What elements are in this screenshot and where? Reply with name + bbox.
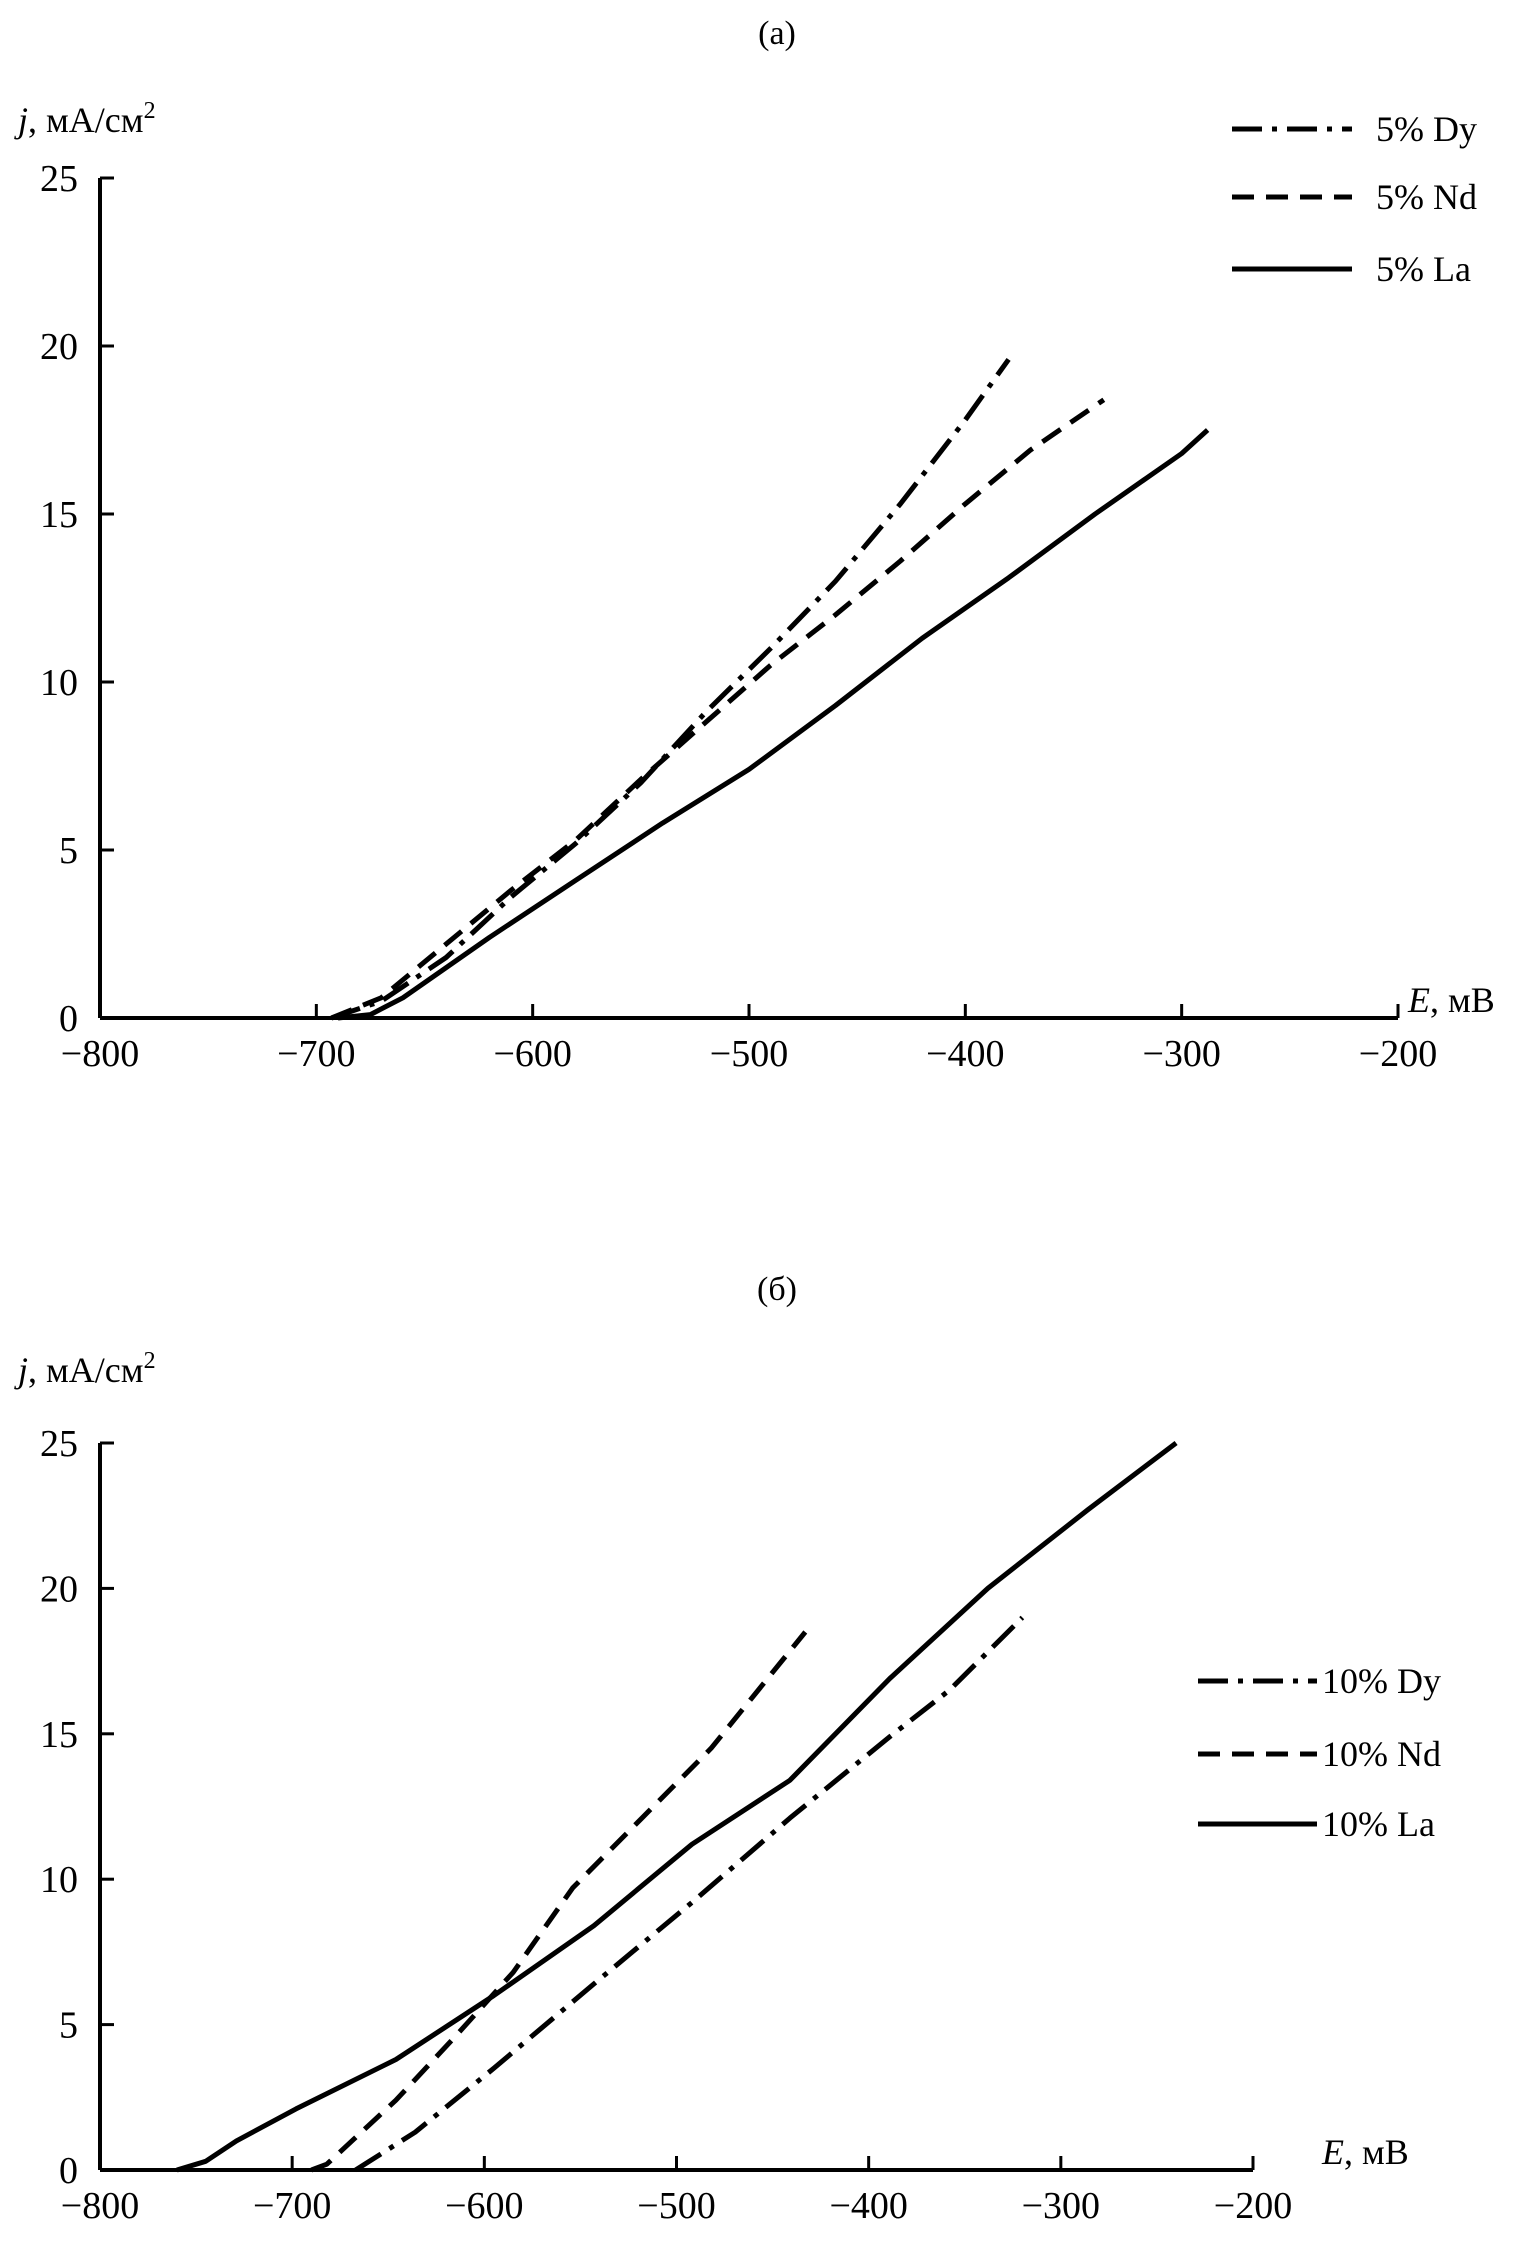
x-axis-label-symbol: E [1407, 980, 1430, 1020]
legend-label: 5% La [1376, 249, 1471, 289]
chart-title: (a) [758, 15, 796, 52]
y-tick-label: 25 [40, 158, 78, 200]
x-axis-label: E, мВ [1407, 980, 1495, 1020]
chart-a: (a) −800 −700 −600 −500 −400 −300 −200 0 5 10 15 20 2… [14, 15, 1495, 1075]
y-axis-label-unit: , мА/см [28, 1350, 144, 1390]
x-tick-label: −600 [493, 1033, 571, 1075]
series-line-5-nd [330, 397, 1106, 1021]
series-line-5-la [337, 428, 1210, 1021]
series-line-10-la [176, 1441, 1178, 2173]
y-axis-label-unit: , мА/см [28, 100, 144, 140]
chart-b: (б) −800 −700 −600 −500 −400 −300 −200 0 5 10 15 20 2… [14, 1271, 1441, 2227]
y-tick-label: 0 [59, 2150, 78, 2192]
x-tick-label: −300 [1142, 1033, 1220, 1075]
x-tick-label: −600 [445, 2185, 523, 2227]
x-tick-label: −700 [277, 1033, 355, 1075]
series-line-10-nd [310, 1630, 808, 2173]
legend-label: 5% Dy [1376, 109, 1477, 149]
x-tick-label: −400 [829, 2185, 907, 2227]
y-tick-label: 5 [59, 830, 78, 872]
chart-title: (б) [757, 1271, 797, 1308]
x-axis-label-unit: , мВ [1430, 980, 1495, 1020]
legend-label: 10% Nd [1322, 1734, 1441, 1774]
x-tick-label: −400 [926, 1033, 1004, 1075]
y-axis-label: j, мА/см2 [14, 1348, 156, 1390]
legend-label: 10% La [1322, 1804, 1435, 1844]
x-tick-label: −200 [1359, 1033, 1437, 1075]
x-tick-label: −800 [61, 2185, 139, 2227]
legend-label: 5% Nd [1376, 177, 1477, 217]
x-tick-label: −500 [637, 2185, 715, 2227]
y-axis-label-symbol: j [14, 100, 28, 140]
x-tick-label: −700 [253, 2185, 331, 2227]
series-line-10-dy [354, 1615, 1025, 2173]
x-tick-label: −500 [710, 1033, 788, 1075]
x-tick-label: −200 [1214, 2185, 1292, 2227]
y-tick-label: 0 [59, 998, 78, 1040]
legend-label: 10% Dy [1322, 1661, 1441, 1701]
y-axis-label-symbol: j [14, 1350, 28, 1390]
series-line-5-dy [330, 357, 1011, 1021]
y-axis-label: j, мА/см2 [14, 98, 156, 140]
y-tick-label: 15 [40, 1714, 78, 1756]
y-axis-label-sup: 2 [144, 1348, 156, 1374]
y-tick-label: 10 [40, 662, 78, 704]
y-tick-label: 25 [40, 1423, 78, 1465]
y-tick-label: 20 [40, 1568, 78, 1610]
y-axis-label-sup: 2 [144, 98, 156, 124]
y-tick-label: 5 [59, 2005, 78, 2047]
y-tick-label: 20 [40, 326, 78, 368]
x-axis-label-symbol: E [1321, 2132, 1344, 2172]
x-tick-label: −800 [61, 1033, 139, 1075]
x-tick-label: −300 [1022, 2185, 1100, 2227]
x-axis-label-unit: , мВ [1344, 2132, 1409, 2172]
y-tick-label: 10 [40, 1859, 78, 1901]
x-axis-label: E, мВ [1321, 2132, 1409, 2172]
y-tick-label: 15 [40, 494, 78, 536]
